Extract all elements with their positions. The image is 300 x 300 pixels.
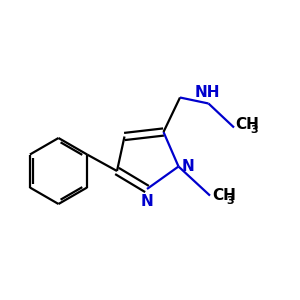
Text: N: N: [182, 159, 195, 174]
Text: CH: CH: [236, 117, 260, 132]
Text: 3: 3: [250, 125, 257, 135]
Text: NH: NH: [194, 85, 220, 100]
Text: CH: CH: [212, 188, 236, 203]
Text: 3: 3: [227, 196, 234, 206]
Text: N: N: [141, 194, 153, 209]
